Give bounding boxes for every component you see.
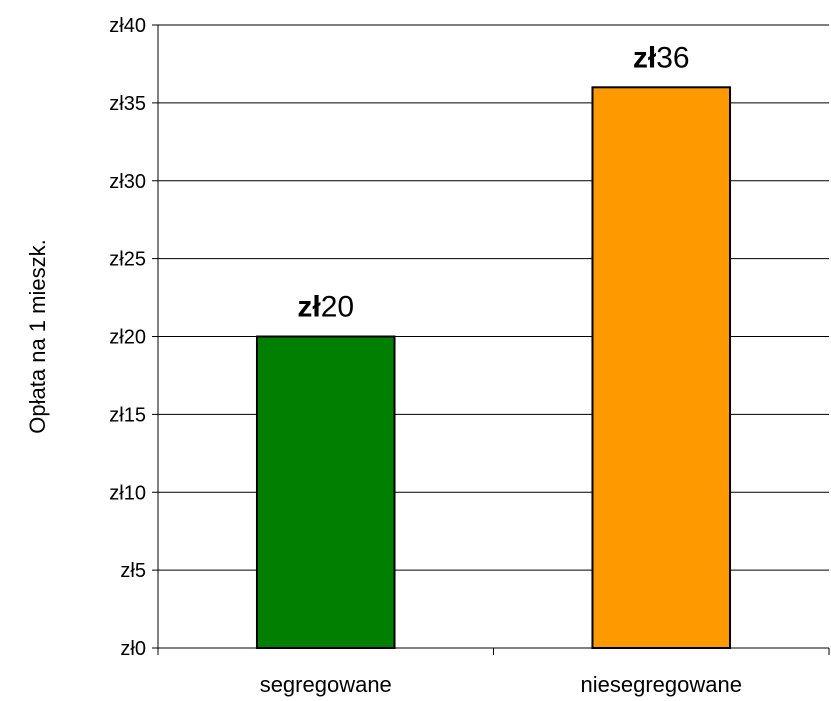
data-label: zł20 (297, 291, 354, 324)
x-tick-label: segregowane (260, 672, 392, 697)
x-tick-labels: segregowane niesegregowane (260, 672, 742, 697)
y-tick-label: zł15 (109, 404, 146, 426)
y-tick-labels: zł0 zł5 zł10 zł15 zł20 zł25 zł30 zł35 zł40 (109, 15, 146, 660)
y-axis-label: Opłata na 1 mieszk. (25, 239, 50, 433)
axes (152, 24, 830, 655)
y-tick-label: zł10 (109, 482, 146, 504)
x-tick-label: niesegregowane (581, 672, 742, 697)
bar-segregowane (255, 335, 396, 649)
data-label-value: 20 (321, 291, 354, 324)
y-tick-label: zł25 (109, 249, 146, 271)
y-tick-label: zł20 (109, 327, 146, 349)
y-tick-label: zł5 (120, 560, 146, 582)
y-tick-label: zł40 (109, 15, 146, 37)
data-label-value: 36 (656, 41, 689, 74)
data-label-prefix: zł (633, 41, 657, 74)
y-tick-label: zł35 (109, 93, 146, 115)
bars (255, 86, 732, 650)
data-label-prefix: zł (297, 291, 321, 324)
data-label: zł36 (633, 41, 690, 74)
bar-niesegregowane (591, 86, 732, 650)
y-tick-label: zł30 (109, 171, 146, 193)
y-tick-label: zł0 (120, 638, 146, 660)
